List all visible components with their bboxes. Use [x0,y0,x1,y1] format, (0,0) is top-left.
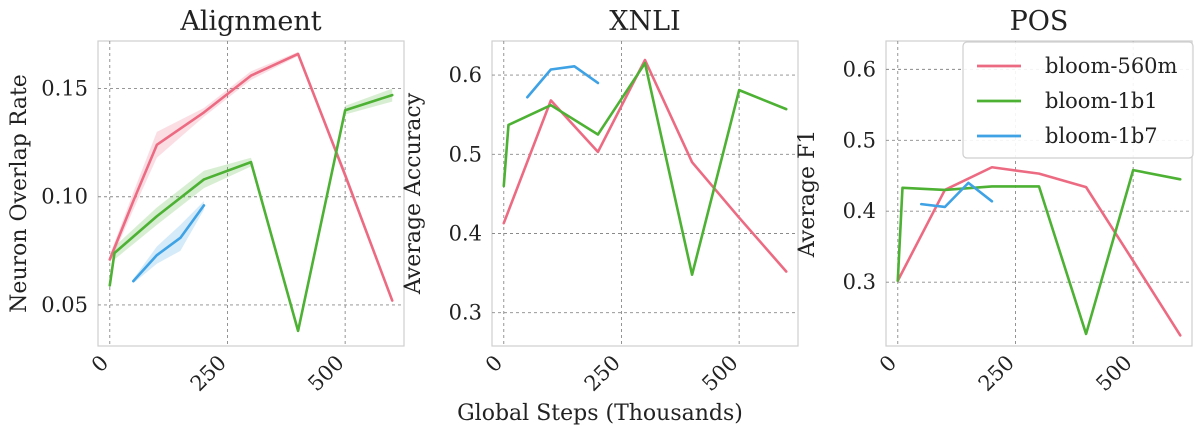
series-line-bloom-560m [502,58,788,273]
y-tick-label: 0.4 [449,222,482,246]
x-tick-label: 250 [580,351,625,396]
series-line-bloom-1b1 [502,61,788,277]
plot-area [97,40,405,347]
y-tick-label: 0.3 [449,301,482,325]
y-tick-label: 0.6 [449,63,482,87]
x-tick-label: 0 [481,351,507,377]
legend-label-bloom-560m: bloom-560m [1045,54,1178,78]
x-tick-label: 500 [1091,351,1136,396]
y-tick-label: 0.05 [41,293,88,317]
y-tick-label: 0.3 [843,270,876,294]
x-tick-label: 0 [875,351,901,377]
series-line-bloom-1b7 [920,181,994,209]
x-tick-label: 250 [186,351,231,396]
x-tick-label: 500 [303,351,348,396]
y-tick-label: 0.6 [843,57,876,81]
y-tick-label: 0.4 [843,199,876,223]
legend: bloom-560m bloom-1b1 bloom-1b7 [962,41,1194,159]
legend-label-bloom-1b1: bloom-1b1 [1045,89,1158,113]
series-line-bloom-1b7 [132,204,206,283]
y-tick-label: 0.15 [41,77,88,101]
x-tick-label: 0 [87,351,113,377]
y-axis-label: Neuron Overlap Rate [7,74,32,313]
x-tick-label: 500 [697,351,742,396]
confidence-band-bloom-1b1 [109,88,393,334]
x-tick-label: 250 [974,351,1019,396]
figure-x-axis-label: Global Steps (Thousands) [457,401,743,426]
series-line-bloom-1b1 [896,168,1182,336]
y-axis-label: Average Accuracy [401,92,426,295]
y-tick-label: 0.5 [843,128,876,152]
y-tick-label: 0.5 [449,142,482,166]
y-axis-label: Average F1 [795,130,820,258]
panel-2: XNLI 0.3 0.4 0.5 0.6 0 250 500 Average Accuracy [401,6,799,396]
legend-box [962,41,1194,159]
series-line-bloom-1b1 [108,93,394,333]
panel-title: POS [1010,6,1069,37]
series-line-bloom-1b7 [526,65,600,99]
panel-title: XNLI [609,6,680,37]
y-tick-label: 0.10 [41,185,88,209]
panel-1: Alignment 0.05 0.10 0.15 0 250 500 Neuron Overl… [7,6,405,396]
legend-label-bloom-1b7: bloom-1b7 [1045,124,1158,148]
plot-area [491,40,799,347]
series-line-bloom-560m [108,52,394,302]
panel-title: Alignment [179,6,321,37]
